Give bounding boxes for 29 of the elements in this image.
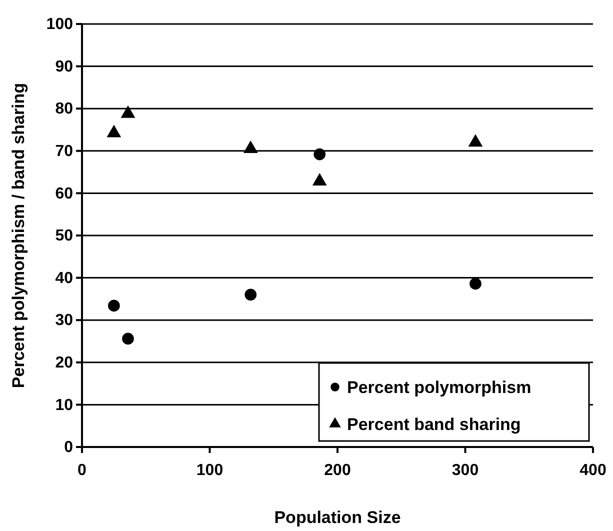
- y-tick-label: 40: [55, 270, 74, 287]
- y-tick-label: 20: [55, 354, 74, 372]
- legend-label: Percent band sharing: [347, 414, 521, 434]
- point: [106, 124, 122, 138]
- y-axis-title: Percent polymorphism / band sharing: [9, 82, 28, 388]
- x-tick-label: 400: [580, 462, 606, 480]
- y-tick-label: 100: [46, 16, 74, 34]
- point: [244, 288, 257, 301]
- y-tick-label: 80: [55, 100, 74, 118]
- x-tick-label: 300: [452, 462, 479, 480]
- point: [122, 332, 134, 345]
- y-tick-label: 90: [55, 58, 74, 76]
- y-tick-label: 70: [55, 143, 74, 160]
- y-tick-label: 50: [55, 228, 74, 245]
- y-tick-label: 30: [55, 312, 74, 330]
- y-tick-label: 10: [55, 396, 74, 414]
- y-tick-label: 0: [64, 439, 74, 456]
- point: [120, 105, 136, 118]
- point: [470, 278, 482, 290]
- x-tick-label: 100: [196, 462, 224, 480]
- x-tick-label: 200: [324, 462, 351, 480]
- legend-label: Percent polymorphism: [347, 378, 532, 397]
- x-axis-title: Population Size: [274, 508, 401, 527]
- point: [468, 134, 483, 147]
- point: [312, 173, 327, 186]
- x-tick-label: 0: [78, 462, 87, 480]
- point: [108, 300, 120, 312]
- y-tick-label: 60: [55, 185, 74, 202]
- point: [243, 140, 258, 153]
